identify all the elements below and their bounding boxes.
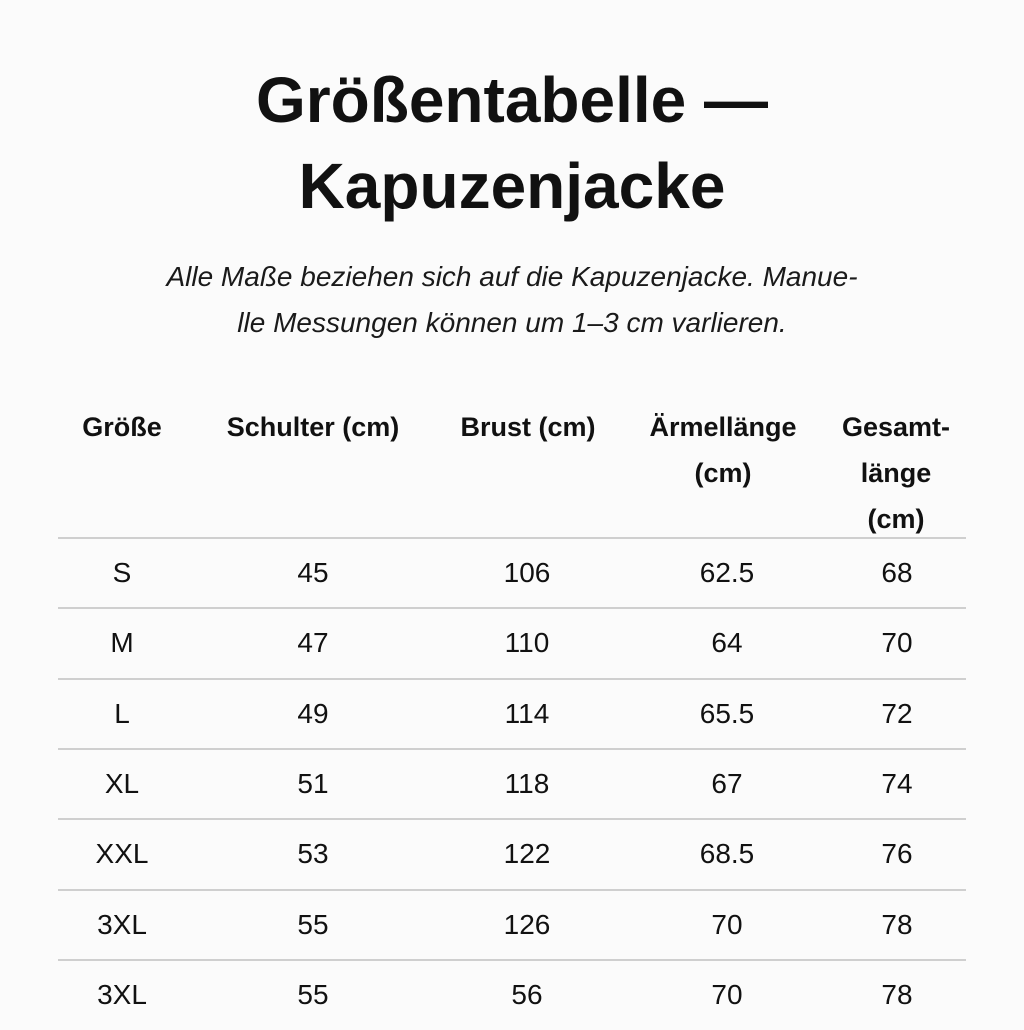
row-divider	[58, 818, 966, 821]
header-text: (cm)	[867, 504, 925, 534]
table-cell: 68.5	[699, 838, 755, 870]
header-text: Gesamt-	[841, 412, 951, 442]
table-cell: 55	[297, 908, 329, 940]
table-cell: S	[112, 557, 132, 588]
subtitle-line-1: Alle Maße beziehen sich auf die Kapuzenj…	[166, 261, 858, 292]
title-line-1: Größentabelle —	[255, 64, 769, 136]
table-cell: 106	[503, 557, 551, 588]
table-row: XXL 53 122 68.5 76	[0, 819, 1024, 889]
header-chest: Brust (cm)	[460, 404, 595, 450]
table-cell: 55	[297, 978, 329, 1010]
table-cell: 56	[511, 978, 543, 1010]
table-row: M 47 110 64 70	[0, 608, 1024, 678]
table-cell: 68	[881, 557, 913, 588]
table-cell: 110	[504, 627, 550, 659]
table-cell: 70	[881, 627, 913, 659]
table-cell: 65.5	[699, 697, 755, 729]
table-cell: 78	[881, 978, 913, 1010]
header-text: länge	[860, 458, 932, 488]
table-row: S 45 106 62.5 68	[0, 538, 1024, 608]
table-row: XL 51 118 67 74	[0, 749, 1024, 819]
table-cell: 74	[881, 767, 913, 799]
table-cell: 49	[297, 697, 329, 729]
row-divider	[58, 958, 966, 961]
subtitle-line-2: lle Messungen können um 1–3 cm varlieren…	[237, 307, 787, 338]
header-text: (cm)	[694, 458, 752, 488]
header-text: Ärmellänge	[649, 412, 797, 442]
table-cell: 114	[504, 697, 550, 729]
table-cell: 70	[711, 978, 743, 1010]
page-title: Größentabelle — Kapuzenjacke	[0, 57, 1024, 229]
header-shoulder: Schulter (cm)	[227, 404, 400, 450]
table-row: 3XL 55 56 70 78	[0, 960, 1024, 1030]
header-total-length: Gesamt- länge (cm)	[842, 404, 950, 542]
row-divider	[58, 747, 966, 750]
table-cell: 3XL	[97, 978, 147, 1010]
table-cell: 3XL	[97, 908, 147, 940]
title-line-2: Kapuzenjacke	[298, 150, 726, 222]
table-cell: XXL	[95, 838, 149, 870]
table-cell: 72	[881, 697, 913, 729]
table-row: L 49 114 65.5 72	[0, 679, 1024, 749]
row-divider	[58, 677, 966, 680]
table-cell: 64	[711, 627, 743, 659]
table-cell: 126	[503, 908, 551, 940]
row-divider	[58, 607, 966, 610]
table-cell: L	[114, 697, 130, 729]
table-cell: M	[110, 627, 134, 659]
row-divider	[58, 888, 966, 891]
header-text: Größe	[82, 412, 162, 442]
table-cell: 51	[297, 767, 329, 799]
table-cell: 76	[881, 838, 913, 870]
subtitle-note: Alle Maße beziehen sich auf die Kapuzenj…	[0, 254, 1024, 346]
table-cell: 62.5	[699, 557, 755, 588]
table-cell: 70	[711, 908, 743, 940]
table-row: 3XL 55 126 70 78	[0, 890, 1024, 960]
table-cell: XL	[104, 767, 140, 799]
table-cell: 53	[297, 838, 329, 870]
header-text: Schulter (cm)	[226, 412, 400, 442]
header-sleeve-length: Ärmellänge (cm)	[649, 404, 796, 496]
table-cell: 45	[297, 557, 329, 588]
table-cell: 78	[881, 908, 913, 940]
table-cell: 47	[297, 627, 329, 659]
row-divider	[58, 537, 966, 539]
header-size: Größe	[82, 404, 162, 450]
table-cell: 118	[504, 767, 550, 799]
table-cell: 67	[711, 767, 743, 799]
header-text: Brust (cm)	[460, 412, 596, 442]
table-cell: 122	[503, 838, 551, 870]
